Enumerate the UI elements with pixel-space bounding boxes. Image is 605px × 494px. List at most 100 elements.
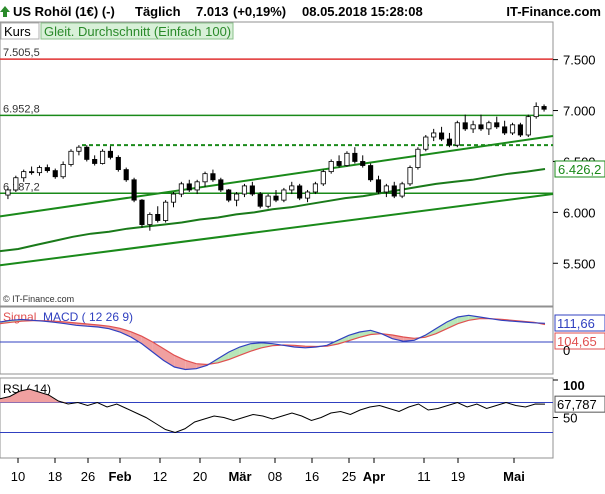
candle bbox=[368, 163, 374, 182]
candle-body bbox=[36, 167, 43, 174]
macd-fill bbox=[250, 342, 262, 352]
candle bbox=[375, 175, 382, 195]
ma-value-badge bbox=[554, 160, 605, 178]
trendline bbox=[0, 193, 554, 267]
candle-body bbox=[470, 124, 476, 130]
candle bbox=[454, 120, 460, 148]
candle-body bbox=[60, 164, 66, 178]
candle-body bbox=[123, 169, 129, 181]
level-label: 6.952,8 bbox=[3, 103, 40, 115]
candle-body bbox=[328, 161, 334, 173]
candle-body bbox=[344, 152, 350, 166]
candle bbox=[21, 169, 27, 182]
brand-logo: IT-Finance.com bbox=[506, 4, 601, 19]
candle bbox=[178, 181, 184, 198]
macd-fill bbox=[457, 315, 469, 324]
x-axis-label: Feb bbox=[108, 469, 131, 484]
candle-body bbox=[107, 150, 114, 158]
candle-body bbox=[368, 165, 374, 181]
macd-fill bbox=[152, 342, 164, 361]
candle bbox=[462, 114, 468, 131]
candle bbox=[5, 187, 11, 200]
ma-value-label: 6.426,2 bbox=[558, 162, 601, 177]
candle bbox=[431, 128, 437, 142]
candle-body bbox=[415, 148, 421, 168]
rsi-axis-label: 50 bbox=[563, 411, 577, 426]
macd-line bbox=[0, 314, 546, 371]
price-plot: 7.505,5 6.952,8 6.187,2 bbox=[0, 47, 554, 267]
candle-body bbox=[312, 183, 318, 193]
candle-body bbox=[541, 106, 547, 110]
macd-fill bbox=[163, 348, 175, 367]
interval: Täglich bbox=[135, 4, 181, 19]
candle-body bbox=[92, 159, 98, 164]
candle bbox=[297, 183, 303, 201]
macd-fill bbox=[119, 328, 131, 337]
candle bbox=[186, 179, 192, 192]
macd-fill bbox=[446, 317, 458, 329]
candle bbox=[289, 181, 295, 195]
candle-body bbox=[52, 170, 58, 178]
candle-body bbox=[297, 185, 303, 199]
candle bbox=[360, 155, 366, 168]
candle-body bbox=[383, 185, 389, 193]
candle-body bbox=[170, 193, 177, 203]
candle bbox=[509, 122, 516, 135]
candle-body bbox=[265, 195, 271, 207]
x-axis-label: 19 bbox=[451, 469, 465, 484]
moving-average-line bbox=[0, 168, 546, 253]
candle-body bbox=[509, 124, 516, 134]
candle-body bbox=[502, 126, 508, 134]
x-axis-label: 20 bbox=[193, 469, 207, 484]
candle-body bbox=[486, 122, 492, 130]
candle bbox=[320, 169, 326, 186]
candle bbox=[415, 147, 421, 170]
candle-body bbox=[533, 106, 539, 118]
candle bbox=[155, 206, 161, 223]
candle bbox=[52, 168, 58, 179]
candle bbox=[76, 145, 82, 156]
candle bbox=[241, 183, 248, 198]
price-axis-label: 7.500 bbox=[563, 53, 596, 68]
legend-ma: Gleit. Durchschnitt (Einfach 100) bbox=[44, 24, 231, 39]
candle-body bbox=[478, 124, 484, 130]
candle bbox=[60, 161, 66, 179]
candle bbox=[218, 177, 224, 192]
candle-body bbox=[186, 183, 192, 191]
candle bbox=[312, 181, 318, 195]
candle bbox=[131, 177, 137, 203]
candle-body bbox=[68, 150, 74, 165]
candle bbox=[391, 181, 397, 199]
macd-fill bbox=[141, 336, 153, 352]
price-axis-label: 5.500 bbox=[563, 256, 596, 271]
candle bbox=[68, 149, 74, 167]
candle bbox=[525, 114, 531, 138]
candle-body bbox=[391, 185, 397, 197]
candle bbox=[470, 120, 476, 133]
candle-body bbox=[281, 189, 287, 201]
rsi-line bbox=[0, 388, 546, 434]
candle-body bbox=[241, 185, 248, 195]
candle bbox=[194, 179, 200, 195]
candle-body bbox=[446, 138, 453, 146]
candle bbox=[257, 192, 263, 209]
level-label: 7.505,5 bbox=[3, 47, 40, 59]
macd-fill bbox=[130, 331, 142, 344]
candle-body bbox=[423, 136, 429, 150]
price-change: (+0,19%) bbox=[233, 4, 286, 19]
rsi-axis-label: 100 bbox=[563, 378, 585, 393]
candle bbox=[344, 151, 350, 167]
candle bbox=[234, 192, 240, 207]
candle-body bbox=[139, 199, 145, 225]
candle-body bbox=[99, 150, 106, 164]
candle-body bbox=[210, 173, 216, 181]
macd-plot bbox=[0, 314, 553, 371]
x-axis-label: Mär bbox=[228, 469, 251, 484]
x-axis-label: 18 bbox=[48, 469, 62, 484]
macd-fill bbox=[348, 332, 360, 341]
candle-body bbox=[407, 167, 413, 185]
candle-body bbox=[494, 122, 500, 128]
candle bbox=[517, 122, 523, 138]
candle bbox=[226, 188, 232, 203]
